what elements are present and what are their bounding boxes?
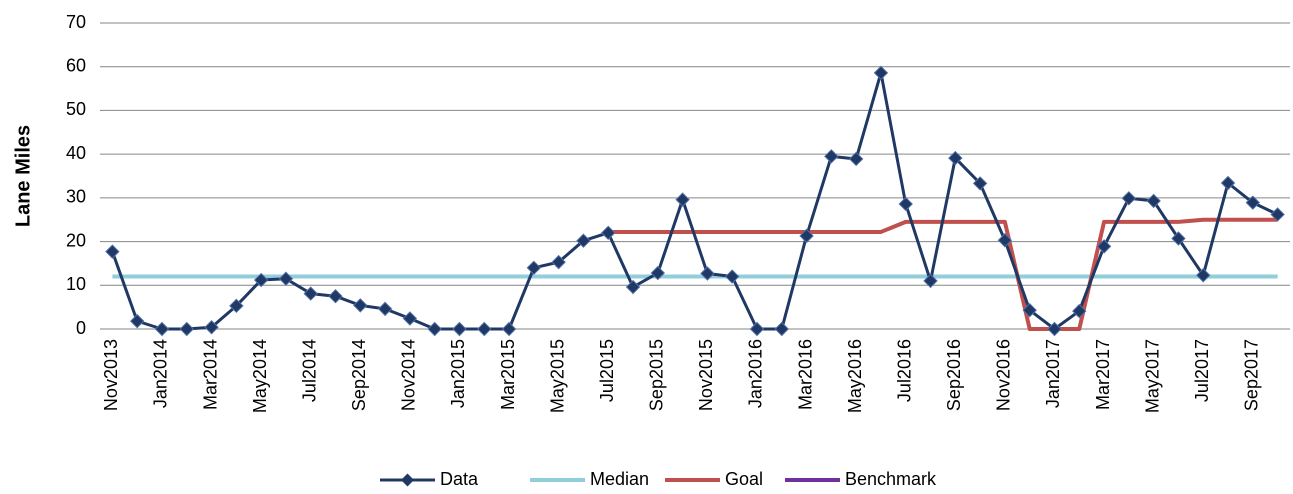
data-point [253,272,269,288]
x-tick-label: Mar2015 [498,339,518,410]
x-tick-label: Jan2017 [1043,339,1063,408]
data-point [601,225,616,241]
data-point [526,260,542,276]
legend-label: Goal [725,469,763,489]
data-point [328,289,343,304]
y-axis-label: Lane Miles [12,125,34,227]
data-point [551,254,566,270]
data-point [154,321,170,337]
data-point [179,321,194,337]
x-tick-label: Jul2016 [894,339,914,402]
data-point [848,151,864,167]
x-tick-label: Jul2017 [1192,339,1212,402]
x-tick-label: Sep2015 [647,339,667,411]
data-point [898,196,913,212]
data-point [650,265,666,281]
data-point [1022,302,1037,318]
y-tick-label: 30 [66,187,86,207]
data-point [229,298,244,314]
x-tick-label: Sep2014 [349,339,369,411]
x-tick-label: May2014 [250,339,270,413]
data-point [452,321,467,337]
data-point [625,279,641,295]
data-point [278,271,294,286]
data-point [1196,268,1211,283]
series-line [110,71,1279,331]
x-tick-label: Mar2016 [795,339,815,410]
x-tick-label: Mar2017 [1093,339,1113,410]
legend-label: Data [440,469,479,489]
data-point [972,176,988,191]
data-point [948,150,963,166]
x-tick-label: May2017 [1142,339,1162,413]
data-point [873,65,889,81]
data-point [1171,231,1186,246]
x-tick-label: Nov2014 [399,339,419,411]
y-tick-label: 10 [66,274,86,294]
x-tick-label: Jul2014 [299,339,319,402]
data-point [427,321,442,337]
y-tick-label: 50 [66,99,86,119]
data-point [799,228,814,244]
data-point [105,244,120,259]
data-point [1220,175,1236,191]
data-point [501,321,517,337]
data-point [353,298,368,313]
legend-marker [401,473,414,487]
y-tick-label: 60 [66,55,86,75]
x-tick-label: May2015 [547,339,567,413]
x-tick-label: Sep2017 [1242,339,1262,411]
x-tick-label: Jan2016 [746,339,766,408]
data-point [724,269,740,284]
data-point [1121,191,1137,206]
data-point [1245,195,1261,210]
x-tick-label: Jul2015 [597,339,617,402]
data-point [1096,239,1112,254]
x-tick-label: Mar2014 [200,339,220,410]
x-tick-label: Jan2015 [448,339,468,408]
legend-label: Median [590,469,649,489]
x-tick-label: Nov2013 [101,339,121,411]
x-tick-label: Sep2016 [944,339,964,411]
legend-label: Benchmark [845,469,937,489]
data-point [824,149,839,164]
x-tick-label: Nov2015 [696,339,716,411]
y-tick-label: 70 [66,12,86,32]
data-point [303,286,318,301]
data-point [204,320,219,335]
data-point [402,311,418,326]
data-point [1047,321,1062,337]
y-tick-label: 0 [76,318,86,338]
y-tick-label: 20 [66,230,86,250]
x-tick-label: Nov2016 [994,339,1014,411]
data-point [576,233,591,248]
data-point [1072,303,1087,319]
data-point [675,192,690,207]
data-point [923,273,938,289]
data-point [129,313,145,329]
data-point [1270,207,1285,222]
x-tick-label: Jan2014 [151,339,171,408]
data-point [377,301,393,317]
data-point [749,321,765,337]
data-point [1146,193,1161,209]
data-point [477,321,492,337]
x-tick-label: May2016 [845,339,865,413]
data-point [997,233,1013,248]
y-tick-label: 40 [66,143,86,163]
data-point [774,321,789,337]
data-point [700,266,715,281]
